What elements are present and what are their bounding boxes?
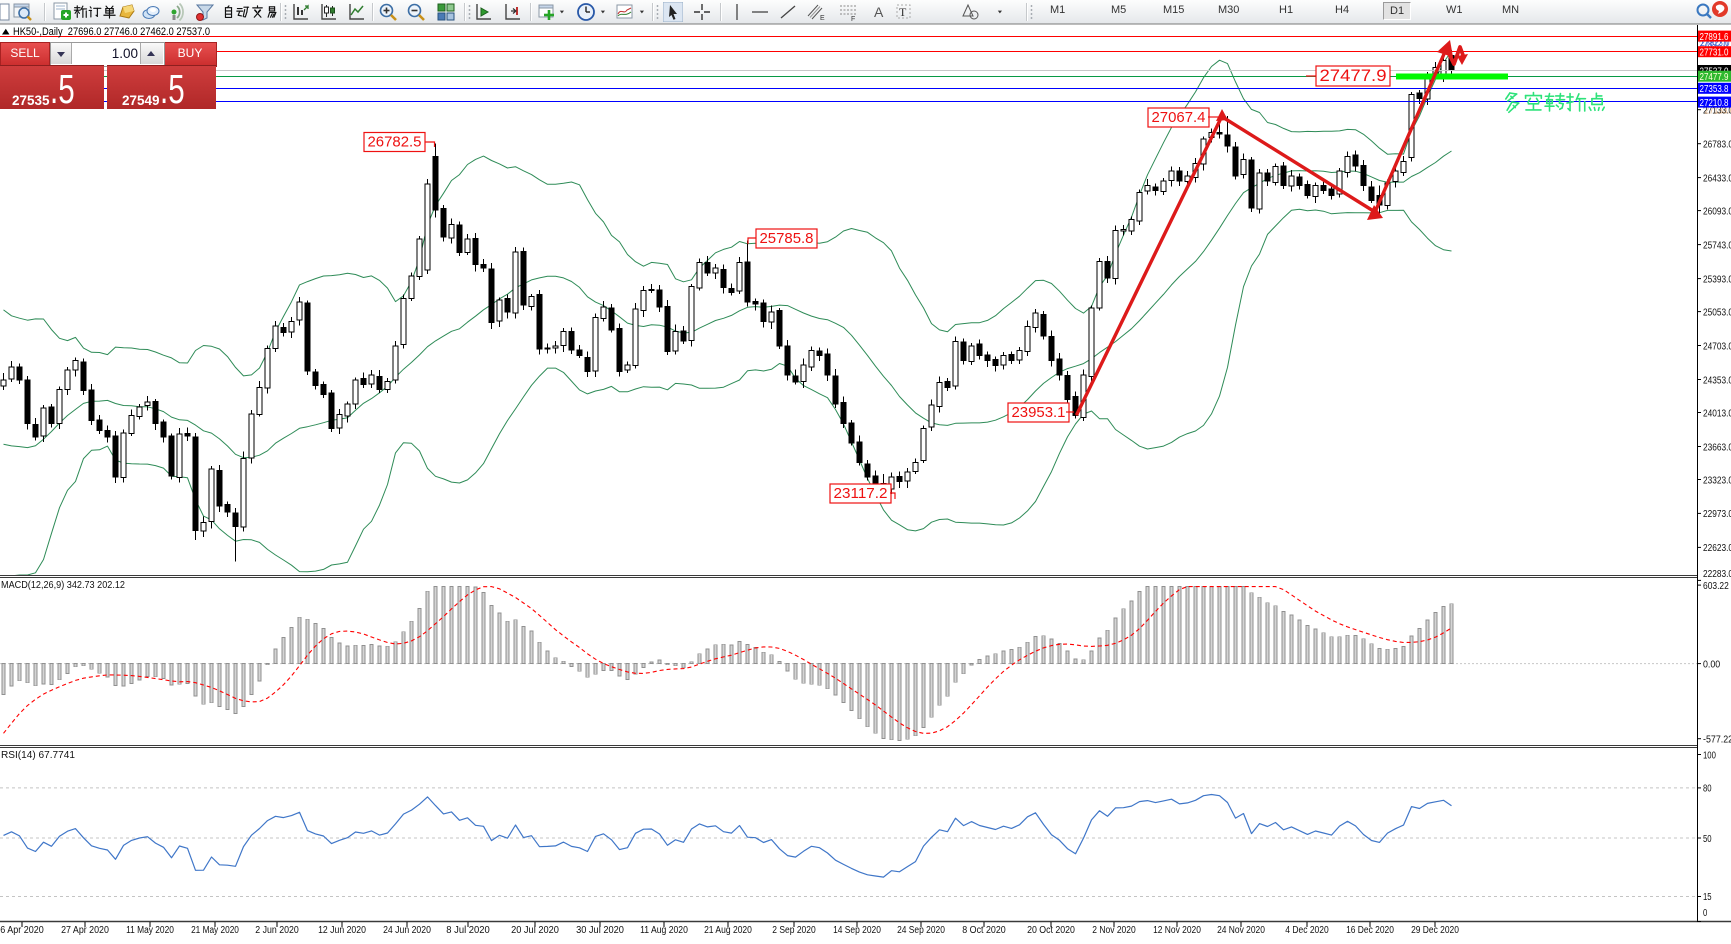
svg-text:27133.0: 27133.0	[1705, 106, 1731, 117]
svg-text:23953.1: 23953.1	[1012, 404, 1066, 421]
svg-text:100: 100	[1703, 750, 1716, 761]
svg-text:25785.8: 25785.8	[760, 230, 814, 247]
svg-text:50: 50	[1703, 834, 1712, 845]
svg-text:27477.9: 27477.9	[1320, 66, 1387, 85]
svg-text:27133.0: 27133.0	[1703, 106, 1731, 117]
svg-text:20 Oct 2020: 20 Oct 2020	[1027, 925, 1075, 936]
svg-text:8 Jul 2020: 8 Jul 2020	[446, 925, 490, 936]
svg-text:24353.0: 24353.0	[1703, 375, 1731, 386]
svg-text:23323.0: 23323.0	[1703, 475, 1731, 486]
svg-text:MACD(12,26,9) 342.73 202.12: MACD(12,26,9) 342.73 202.12	[1, 579, 125, 591]
svg-text:11 May 2020: 11 May 2020	[126, 925, 174, 936]
svg-text:T: T	[899, 5, 907, 19]
svg-text:27210.8: 27210.8	[1700, 98, 1729, 109]
svg-text:24 Sep 2020: 24 Sep 2020	[897, 925, 945, 936]
svg-text:27477.9: 27477.9	[1700, 72, 1729, 83]
svg-text:HK50-,Daily 27696.0 27746.0 2: HK50-,Daily 27696.0 27746.0 27462.0 2753…	[13, 26, 210, 38]
svg-text:23663.0: 23663.0	[1703, 442, 1731, 453]
svg-text:24703.0: 24703.0	[1703, 341, 1731, 352]
svg-text:21 Aug 2020: 21 Aug 2020	[704, 925, 752, 936]
svg-text:27067.4: 27067.4	[1152, 109, 1206, 126]
svg-text:30 Jul 2020: 30 Jul 2020	[576, 925, 624, 936]
svg-text:25743.0: 25743.0	[1703, 240, 1731, 251]
svg-text:26093.0: 26093.0	[1703, 206, 1731, 217]
svg-text:4 Dec 2020: 4 Dec 2020	[1285, 925, 1329, 936]
svg-text:27731.0: 27731.0	[1700, 48, 1729, 59]
svg-text:29 Dec 2020: 29 Dec 2020	[1411, 925, 1459, 936]
svg-text:14 Sep 2020: 14 Sep 2020	[833, 925, 881, 936]
svg-text:24 Nov 2020: 24 Nov 2020	[1217, 925, 1265, 936]
svg-text:-577.22: -577.22	[1703, 735, 1731, 746]
svg-text:RSI(14) 67.7741: RSI(14) 67.7741	[1, 749, 75, 761]
svg-text:25053.0: 25053.0	[1703, 307, 1731, 318]
svg-text:F: F	[851, 16, 855, 22]
svg-text:27891.6: 27891.6	[1700, 32, 1729, 43]
svg-text:12 Jun 2020: 12 Jun 2020	[318, 925, 366, 936]
svg-text:26783.0: 26783.0	[1703, 140, 1731, 151]
svg-text:24013.0: 24013.0	[1703, 408, 1731, 419]
svg-text:23117.2: 23117.2	[834, 485, 888, 502]
svg-text:12 Nov 2020: 12 Nov 2020	[1153, 925, 1201, 936]
svg-text:22623.0: 22623.0	[1703, 543, 1731, 554]
svg-text:27353.8: 27353.8	[1700, 84, 1729, 95]
svg-text:26433.0: 26433.0	[1703, 173, 1731, 184]
svg-text:80: 80	[1703, 784, 1712, 795]
svg-text:2 Jun 2020: 2 Jun 2020	[255, 925, 299, 936]
svg-text:26782.5: 26782.5	[368, 134, 422, 151]
svg-text:20 Jul 2020: 20 Jul 2020	[511, 925, 559, 936]
svg-text:21 May 2020: 21 May 2020	[191, 925, 239, 936]
svg-text:603.22: 603.22	[1703, 581, 1729, 592]
svg-text:22973.0: 22973.0	[1703, 509, 1731, 520]
svg-text:11 Aug 2020: 11 Aug 2020	[640, 925, 688, 936]
svg-text:E: E	[820, 15, 825, 22]
svg-text:15: 15	[1703, 892, 1712, 903]
svg-text:0.00: 0.00	[1703, 659, 1721, 670]
svg-text:27823.0: 27823.0	[1701, 38, 1730, 49]
svg-text:6 Apr 2020: 6 Apr 2020	[0, 925, 44, 936]
svg-text:27892.0: 27892.0	[1699, 39, 1728, 50]
svg-text:0: 0	[1703, 908, 1708, 919]
svg-text:2 Nov 2020: 2 Nov 2020	[1092, 925, 1136, 936]
svg-text:16 Dec 2020: 16 Dec 2020	[1346, 925, 1394, 936]
svg-text:A: A	[874, 4, 884, 20]
svg-text:8 Oct 2020: 8 Oct 2020	[962, 925, 1006, 936]
svg-text:25393.0: 25393.0	[1703, 274, 1731, 285]
svg-text:27 Apr 2020: 27 Apr 2020	[61, 925, 109, 936]
svg-text:22283.0: 22283.0	[1703, 569, 1731, 580]
svg-text:24 Jun 2020: 24 Jun 2020	[383, 925, 431, 936]
svg-text:2 Sep 2020: 2 Sep 2020	[772, 925, 816, 936]
